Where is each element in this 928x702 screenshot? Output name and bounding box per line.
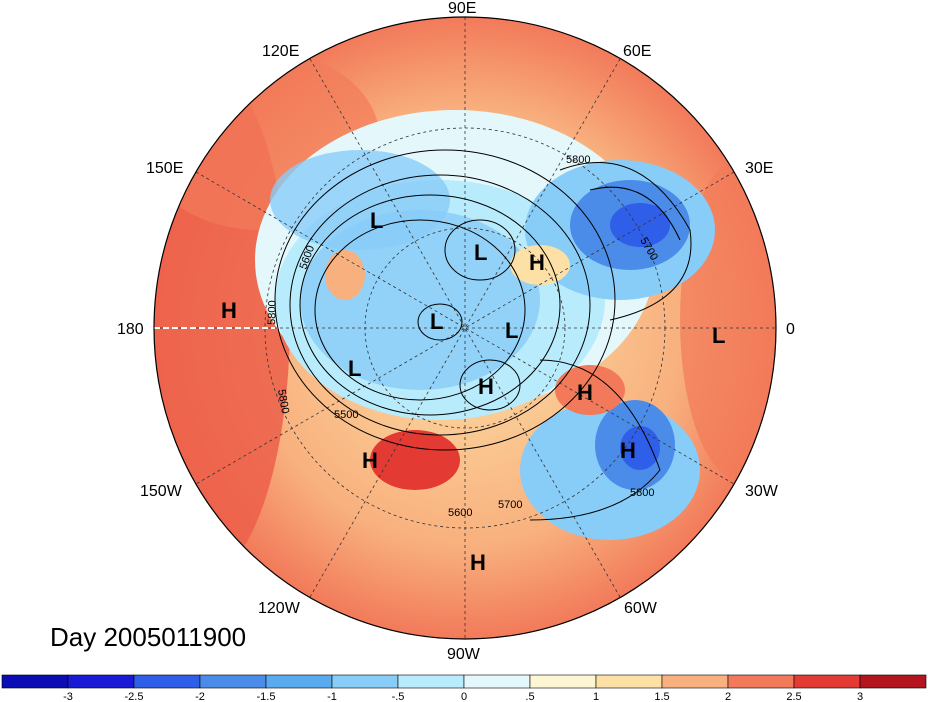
colorbar-swatch [793, 674, 861, 689]
high-center-label: H [620, 438, 636, 463]
lon-label: 90E [448, 0, 476, 17]
colorbar-swatch [397, 674, 465, 689]
high-center-label: H [529, 250, 545, 275]
contour-label: 5800 [275, 388, 291, 414]
low-center-label: L [430, 309, 443, 334]
longitude-labels: 90E 120E 60E 150E 30E 180 0 150W 30W 120… [117, 0, 795, 663]
high-center-label: H [362, 448, 378, 473]
colorbar-tick-label: 0 [461, 691, 467, 702]
lon-label: 60E [623, 43, 651, 60]
colorbar-tick-label: -1.5 [257, 691, 276, 702]
contour-label: 5600 [448, 507, 472, 519]
colorbar-swatch [727, 674, 795, 689]
low-center-label: L [505, 318, 518, 343]
low-center-label: H [478, 374, 494, 399]
colorbar-swatch [199, 674, 267, 689]
low-center-label: L [348, 356, 361, 381]
contour-label: 5700 [498, 499, 522, 511]
lon-label: 30E [745, 160, 773, 177]
contour-label: 5800 [266, 300, 279, 325]
high-center-label: L [712, 323, 725, 348]
colorbar-swatch [529, 674, 597, 689]
map-border [153, 16, 777, 640]
colorbar-swatch [331, 674, 399, 689]
pressure-centers: L L H L H L L H L H H H H [221, 208, 725, 575]
colorbar-tick-label: -2 [195, 691, 205, 702]
colorbar-swatch [265, 674, 333, 689]
colorbar-tick-label: .5 [525, 691, 534, 702]
colorbar-tick-label: 1 [593, 691, 599, 702]
colorbar-swatch [67, 674, 135, 689]
colorbar-tick-label: 2 [725, 691, 731, 702]
colorbar-tick-label: 3 [857, 691, 863, 702]
lon-label: 120E [262, 43, 299, 60]
colorbar-swatch [133, 674, 201, 689]
high-center-label: H [577, 380, 593, 405]
contour-label: 5800 [630, 487, 654, 499]
colorbar-tick-label: 1.5 [654, 691, 669, 702]
lon-label: 60W [624, 600, 658, 617]
high-center-label: H [221, 298, 237, 323]
colorbar-swatch [661, 674, 729, 689]
colorbar-tick-label: 2.5 [786, 691, 801, 702]
colorbar-swatch [595, 674, 663, 689]
anomaly-field [154, 17, 776, 639]
contour-label: 5500 [334, 409, 358, 421]
high-center-label: H [470, 550, 486, 575]
lon-label: 150W [140, 483, 183, 500]
height-contours [274, 149, 692, 521]
colorbar-tick-label: -2.5 [125, 691, 144, 702]
lon-label: 120W [258, 600, 301, 617]
colorbar-swatch [1, 674, 69, 689]
colorbar-tick-label: -3 [63, 691, 73, 702]
colorbar-tick-label: -1 [327, 691, 337, 702]
colorbar-swatch [463, 674, 531, 689]
lon-label: 150E [146, 160, 183, 177]
lon-label: 0 [786, 321, 795, 338]
day-label: Day 2005011900 [50, 622, 246, 652]
colorbar-swatch [859, 674, 927, 689]
lon-label: 180 [117, 321, 144, 338]
low-center-label: L [370, 208, 383, 233]
low-center-label: L [474, 240, 487, 265]
lon-label: 90W [447, 646, 481, 663]
lon-label: 30W [745, 483, 779, 500]
contour-label: 5800 [566, 154, 590, 166]
colorbar: -3 -2.5 -2 -1.5 -1 -.5 0 .5 1 1.5 2 2.5 3 [1, 674, 927, 702]
colorbar-tick-label: -.5 [392, 691, 405, 702]
